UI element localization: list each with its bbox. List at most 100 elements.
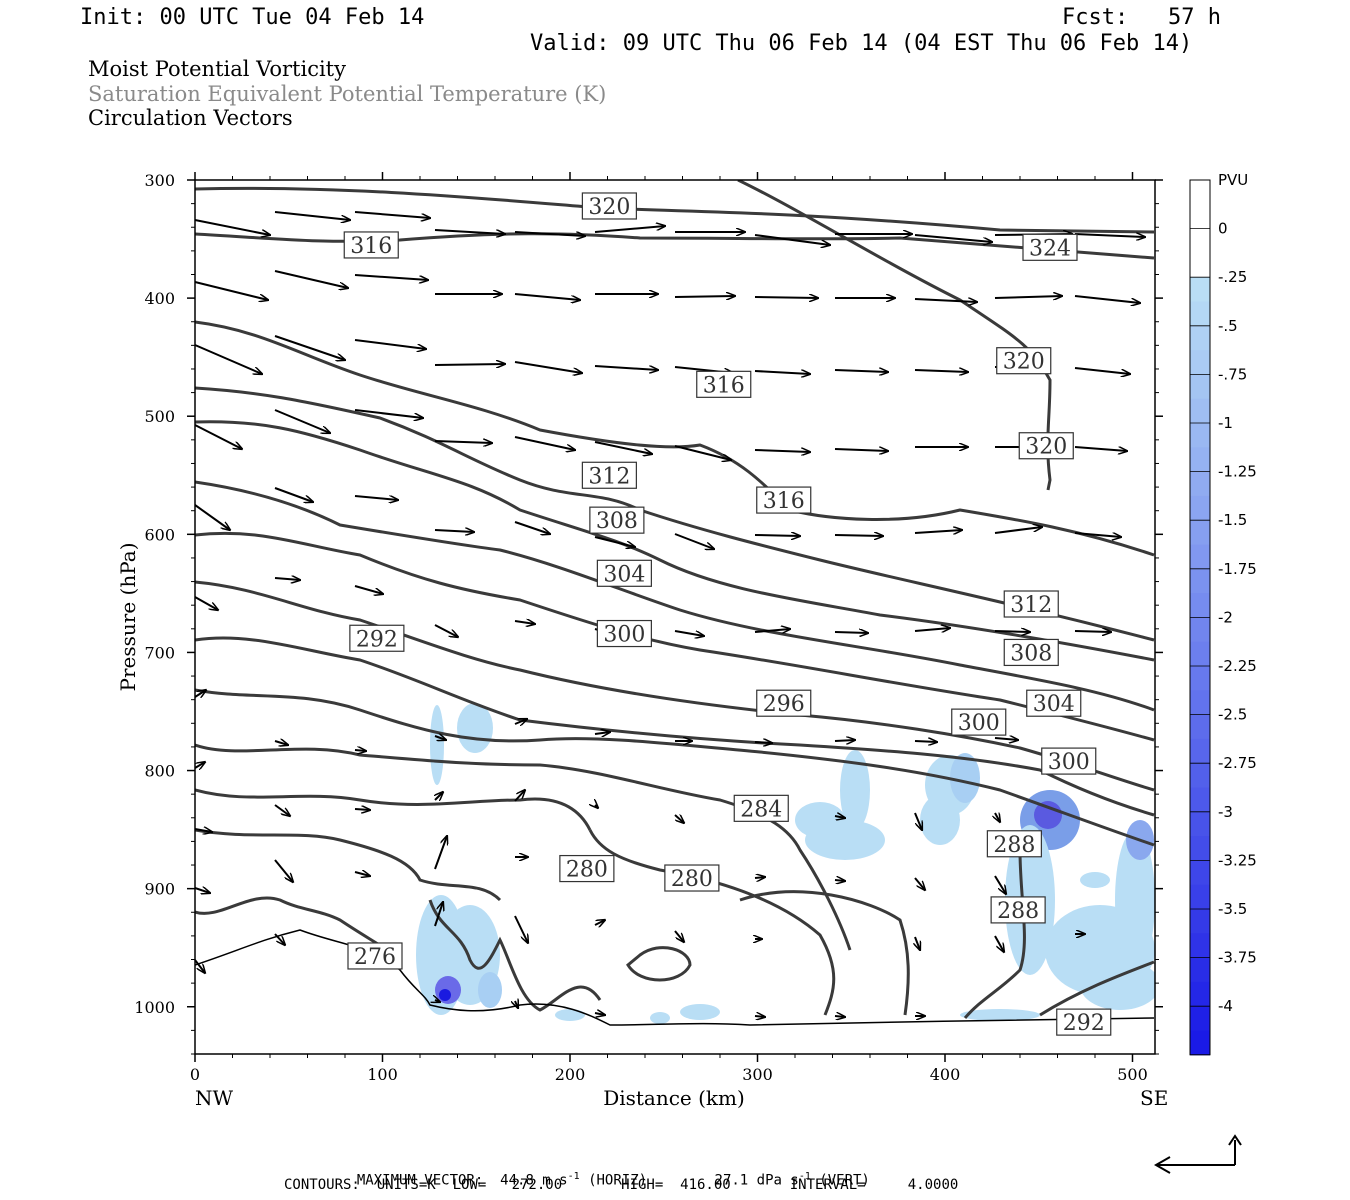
circulation-vector xyxy=(754,371,810,374)
colorbar-swatch xyxy=(1190,617,1210,643)
circulation-vector xyxy=(834,1016,845,1017)
contour-label: 316 xyxy=(763,489,805,514)
pv-area xyxy=(1034,801,1062,829)
x-left-label: NW xyxy=(195,1086,234,1110)
contour-label: 320 xyxy=(1003,350,1045,375)
contour-line xyxy=(588,829,836,1016)
colorbar-swatch xyxy=(1190,811,1210,837)
circulation-vector xyxy=(1074,234,1145,237)
contour-label: 320 xyxy=(588,195,630,220)
colorbar-tick-label: 0 xyxy=(1218,220,1228,238)
circulation-vector xyxy=(274,804,290,816)
circulation-vectors xyxy=(194,211,1145,1017)
circulation-vector xyxy=(515,1001,518,1008)
contour-label: 316 xyxy=(703,373,745,398)
contour-label: 308 xyxy=(1010,641,1052,666)
pv-area xyxy=(1115,830,1155,970)
colorbar-tick-label: -.5 xyxy=(1218,317,1238,335)
colorbar-swatch xyxy=(1190,325,1210,351)
circulation-vector xyxy=(914,877,925,890)
x-tick-label: 200 xyxy=(555,1065,586,1084)
circulation-vector xyxy=(194,219,270,235)
y-axis: 300 400 500 600 700 800 900 1000 xyxy=(134,171,1163,1055)
pv-area xyxy=(1080,960,1155,1010)
contour-label-box xyxy=(1018,432,1074,460)
circulation-vector xyxy=(994,875,1006,894)
pv-area xyxy=(430,705,444,785)
pv-area xyxy=(1080,872,1110,888)
colorbar-tick-label: -.25 xyxy=(1218,268,1247,286)
contour-label: 296 xyxy=(763,692,805,717)
contour-label-box xyxy=(756,486,812,514)
contour-info-text: CONTOURS: UNITS=K LOW= 272.00 HIGH= 416.… xyxy=(284,1177,959,1193)
contour-line xyxy=(195,386,1155,642)
circulation-vector xyxy=(915,936,920,950)
colorbar-swatch xyxy=(1190,350,1210,375)
forecast-hour: Fcst: 57 h xyxy=(1062,5,1221,30)
circulation-vector xyxy=(514,293,580,300)
contour-label-box xyxy=(581,461,637,489)
colorbar-tick-label: -3 xyxy=(1218,803,1233,821)
contour-line xyxy=(195,480,1155,712)
contour-label: 280 xyxy=(671,867,713,892)
colorbar-tick-label: -1.5 xyxy=(1218,511,1247,529)
circulation-vector xyxy=(514,521,550,534)
pv-area xyxy=(840,750,870,830)
x-axis-label: Distance (km) xyxy=(603,1086,745,1110)
circulation-vector xyxy=(194,829,212,832)
contour-line xyxy=(739,890,910,1016)
circulation-vector xyxy=(514,621,535,624)
contour-label-box xyxy=(581,192,637,220)
circulation-vector xyxy=(194,762,205,768)
colorbar-swatch xyxy=(1190,277,1210,302)
contour-label: 300 xyxy=(1048,750,1090,775)
circulation-vector xyxy=(434,441,492,443)
circulation-vector xyxy=(194,504,230,530)
contour-label: 300 xyxy=(958,711,1000,736)
contour-label-box xyxy=(1003,590,1059,618)
contour-label: 284 xyxy=(740,797,782,822)
circulation-vector xyxy=(514,231,585,236)
contour-line xyxy=(195,896,402,962)
circulation-vector xyxy=(674,930,684,942)
contour-label-box xyxy=(1003,638,1059,667)
contour-line xyxy=(195,636,1155,817)
circulation-vector xyxy=(1074,446,1127,451)
contour-label: 280 xyxy=(566,858,608,883)
colorbar-swatch xyxy=(1190,787,1210,813)
ground-surface xyxy=(194,929,1155,1026)
circulation-vector xyxy=(194,690,206,697)
circulation-vector xyxy=(1074,631,1111,632)
circulation-vector xyxy=(194,596,218,610)
circulation-vector xyxy=(354,211,430,218)
circulation-vector xyxy=(995,813,1000,822)
colorbar-swatch xyxy=(1190,447,1210,473)
plot-frame xyxy=(194,179,1156,1055)
circulation-vector xyxy=(274,487,313,502)
y-axis-label: Pressure (hPa) xyxy=(116,543,140,692)
circulation-vector xyxy=(754,1016,765,1017)
circulation-vector xyxy=(354,339,426,349)
contour-label-box xyxy=(756,689,812,717)
circulation-vector xyxy=(354,274,428,280)
pv-area xyxy=(950,753,980,803)
circulation-vector xyxy=(434,624,458,637)
y-tick-label: 500 xyxy=(144,407,175,426)
circulation-vector xyxy=(754,297,818,298)
circulation-vector xyxy=(754,629,790,632)
field-title-vectors: Circulation Vectors xyxy=(88,106,293,130)
contour-line xyxy=(626,946,692,982)
circulation-vector xyxy=(434,530,474,532)
contour-label: 276 xyxy=(354,945,396,970)
pv-area xyxy=(555,1009,585,1021)
circulation-vector xyxy=(354,409,423,418)
circulation-vector xyxy=(354,809,370,810)
contour-label-box xyxy=(343,231,399,259)
y-tick-label: 400 xyxy=(144,289,175,308)
circulation-vector xyxy=(274,741,288,745)
circulation-vector xyxy=(594,920,605,925)
contour-label: 304 xyxy=(603,562,645,587)
circulation-vector xyxy=(274,933,285,945)
y-tick-label: 800 xyxy=(144,762,175,781)
